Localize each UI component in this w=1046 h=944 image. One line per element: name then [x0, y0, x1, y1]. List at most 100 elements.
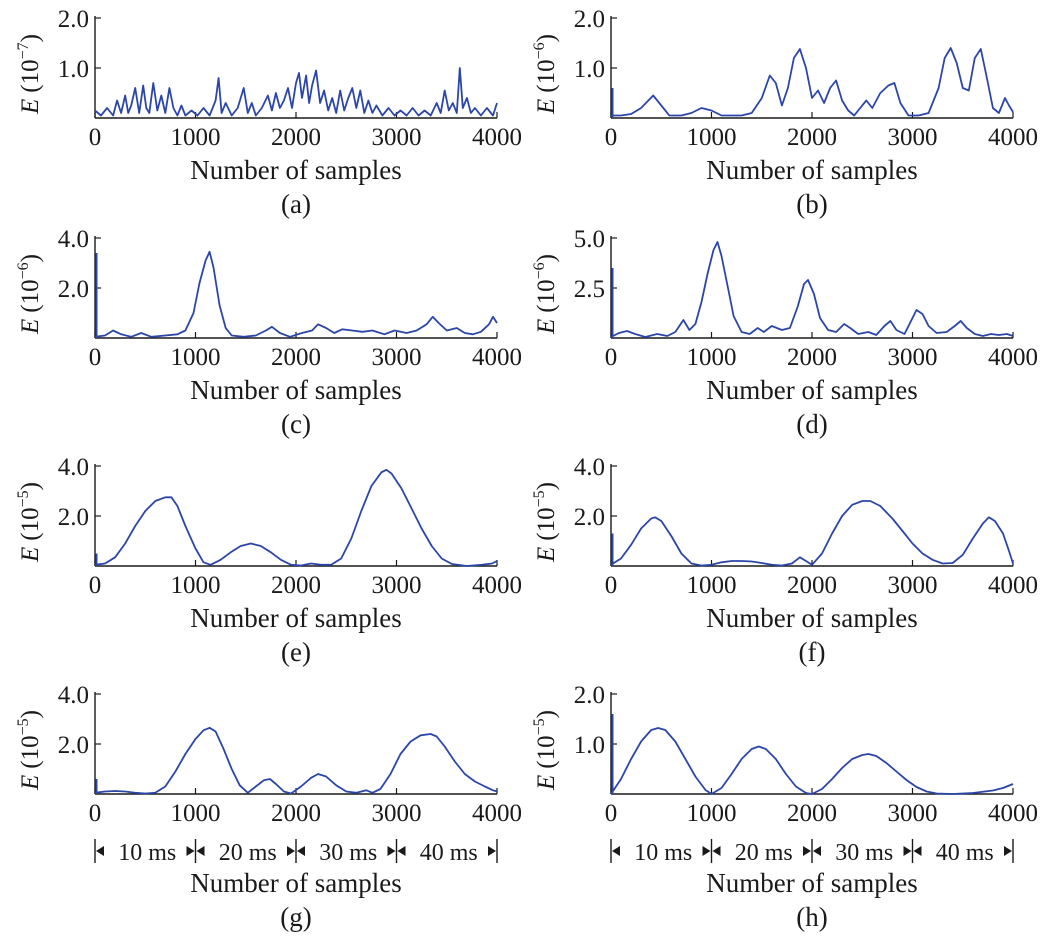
x-tick-label: 3000 — [372, 124, 422, 151]
y-axis-label-close: ) — [533, 34, 560, 42]
x-tick-label: 1000 — [171, 124, 221, 151]
y-axis-label-var: E — [533, 547, 560, 563]
series-line — [610, 727, 1014, 795]
panel-caption: (b) — [796, 189, 827, 219]
x-axis-label: Number of samples — [706, 868, 917, 898]
y-axis-label: E (10−5) — [531, 710, 560, 791]
x-axis-label: Number of samples — [706, 375, 917, 405]
x-axis-label: Number of samples — [706, 603, 917, 633]
y-tick-label: 1.0 — [574, 56, 605, 83]
segment-arrow-left — [297, 846, 305, 856]
panel-caption: (g) — [280, 902, 311, 932]
x-tick-label: 2000 — [787, 800, 837, 827]
segment-arrow-right — [1004, 846, 1012, 856]
segment-arrow-right — [488, 846, 496, 856]
segment-label: 10 ms — [118, 840, 176, 866]
y-axis-label: E (10−6) — [15, 254, 44, 335]
y-tick-label: 2.0 — [58, 732, 89, 759]
x-tick-label: 0 — [605, 800, 618, 827]
x-tick-label: 2000 — [271, 800, 321, 827]
x-tick-label: 0 — [89, 124, 102, 151]
segment-label: 20 ms — [735, 840, 793, 866]
y-axis-label-var: E — [533, 99, 560, 115]
segment-label: 30 ms — [835, 840, 893, 866]
y-tick-label: 4.0 — [58, 226, 89, 253]
segment-arrow-right — [287, 846, 295, 856]
x-tick-label: 3000 — [372, 800, 422, 827]
x-tick-label: 3000 — [888, 344, 938, 371]
segment-arrow-left — [96, 846, 104, 856]
x-axis-label: Number of samples — [190, 375, 401, 405]
x-tick-label: 1000 — [687, 800, 737, 827]
x-tick-label: 3000 — [888, 800, 938, 827]
y-axis-label: E (10−6) — [531, 254, 560, 335]
series-line — [94, 726, 498, 795]
y-axis-label-open: (10 — [533, 59, 560, 92]
series-line — [610, 500, 1014, 567]
x-tick-label: 2000 — [787, 572, 837, 599]
y-axis-label-exp: −5 — [531, 718, 548, 735]
x-tick-label: 4000 — [472, 800, 522, 827]
series-line — [94, 250, 498, 338]
y-tick-label: 2.0 — [574, 682, 605, 709]
y-tick-label: 4.0 — [574, 454, 605, 481]
segment-arrow-right — [903, 846, 912, 856]
x-tick-label: 1000 — [171, 572, 221, 599]
y-axis-label: E (10−7) — [15, 34, 44, 115]
x-tick-label: 4000 — [472, 572, 522, 599]
x-tick-label: 4000 — [988, 572, 1038, 599]
panel-caption: (f) — [799, 637, 826, 667]
y-axis-label-close: ) — [17, 254, 44, 262]
y-axis-label-open: (10 — [533, 279, 560, 312]
x-tick-label: 4000 — [988, 344, 1038, 371]
x-tick-label: 0 — [605, 572, 618, 599]
segment-label: 10 ms — [634, 840, 692, 866]
x-axis-label: Number of samples — [706, 155, 917, 185]
series-line — [94, 468, 498, 567]
segment-label: 40 ms — [936, 840, 994, 866]
x-tick-label: 2000 — [271, 572, 321, 599]
x-tick-label: 0 — [89, 800, 102, 827]
series-line — [94, 67, 498, 117]
segment-label: 40 ms — [420, 840, 478, 866]
y-axis-label-exp: −7 — [15, 42, 32, 59]
y-axis-label-close: ) — [17, 710, 44, 718]
x-tick-label: 3000 — [372, 344, 422, 371]
series-line — [610, 241, 1014, 338]
series-line — [611, 47, 1014, 117]
segment-arrow-right — [803, 846, 811, 856]
y-tick-label: 2.0 — [58, 504, 89, 531]
y-axis-label: E (10−6) — [531, 34, 560, 115]
x-tick-label: 1000 — [171, 800, 221, 827]
x-tick-label: 3000 — [372, 572, 422, 599]
panel-caption: (c) — [281, 409, 311, 439]
y-axis-label-var: E — [17, 547, 44, 563]
x-tick-label: 0 — [89, 344, 102, 371]
segment-arrow-left — [813, 846, 821, 856]
y-tick-label: 2.0 — [58, 276, 89, 303]
y-axis-label-var: E — [533, 319, 560, 335]
x-tick-label: 4000 — [472, 344, 522, 371]
chart-panel-f: 2.0 4.0 0 1000 2000 3000 4000 E (10−5) Number of … — [531, 454, 1038, 667]
segment-arrow-left — [913, 846, 922, 856]
y-axis-label-close: ) — [533, 482, 560, 490]
segment-arrow-left — [196, 846, 205, 856]
y-axis-label: E (10−5) — [15, 482, 44, 563]
chart-panel-h: 1.0 2.0 0 1000 2000 3000 4000 E (10−5) 10 ms 20 ms… — [531, 682, 1038, 932]
y-axis-label-exp: −5 — [15, 718, 32, 735]
y-tick-label: 1.0 — [58, 56, 89, 83]
segment-arrow-right — [186, 846, 195, 856]
chart-panel-a: 1.0 2.0 0 1000 2000 3000 4000 E (10−7) Number of … — [15, 6, 522, 219]
y-axis-label-exp: −6 — [531, 262, 548, 279]
x-tick-label: 2000 — [787, 344, 837, 371]
y-tick-label: 2.5 — [574, 276, 605, 303]
y-tick-label: 4.0 — [58, 454, 89, 481]
y-axis-label: E (10−5) — [15, 710, 44, 791]
chart-panel-e: 2.0 4.0 0 1000 2000 3000 4000 E (10−5) Number of … — [15, 454, 522, 667]
x-tick-label: 2000 — [271, 124, 321, 151]
segment-label: 30 ms — [319, 840, 377, 866]
x-tick-label: 1000 — [687, 124, 737, 151]
y-axis-label: E (10−5) — [531, 482, 560, 563]
panel-caption: (e) — [281, 637, 311, 667]
x-axis-label: Number of samples — [190, 868, 401, 898]
